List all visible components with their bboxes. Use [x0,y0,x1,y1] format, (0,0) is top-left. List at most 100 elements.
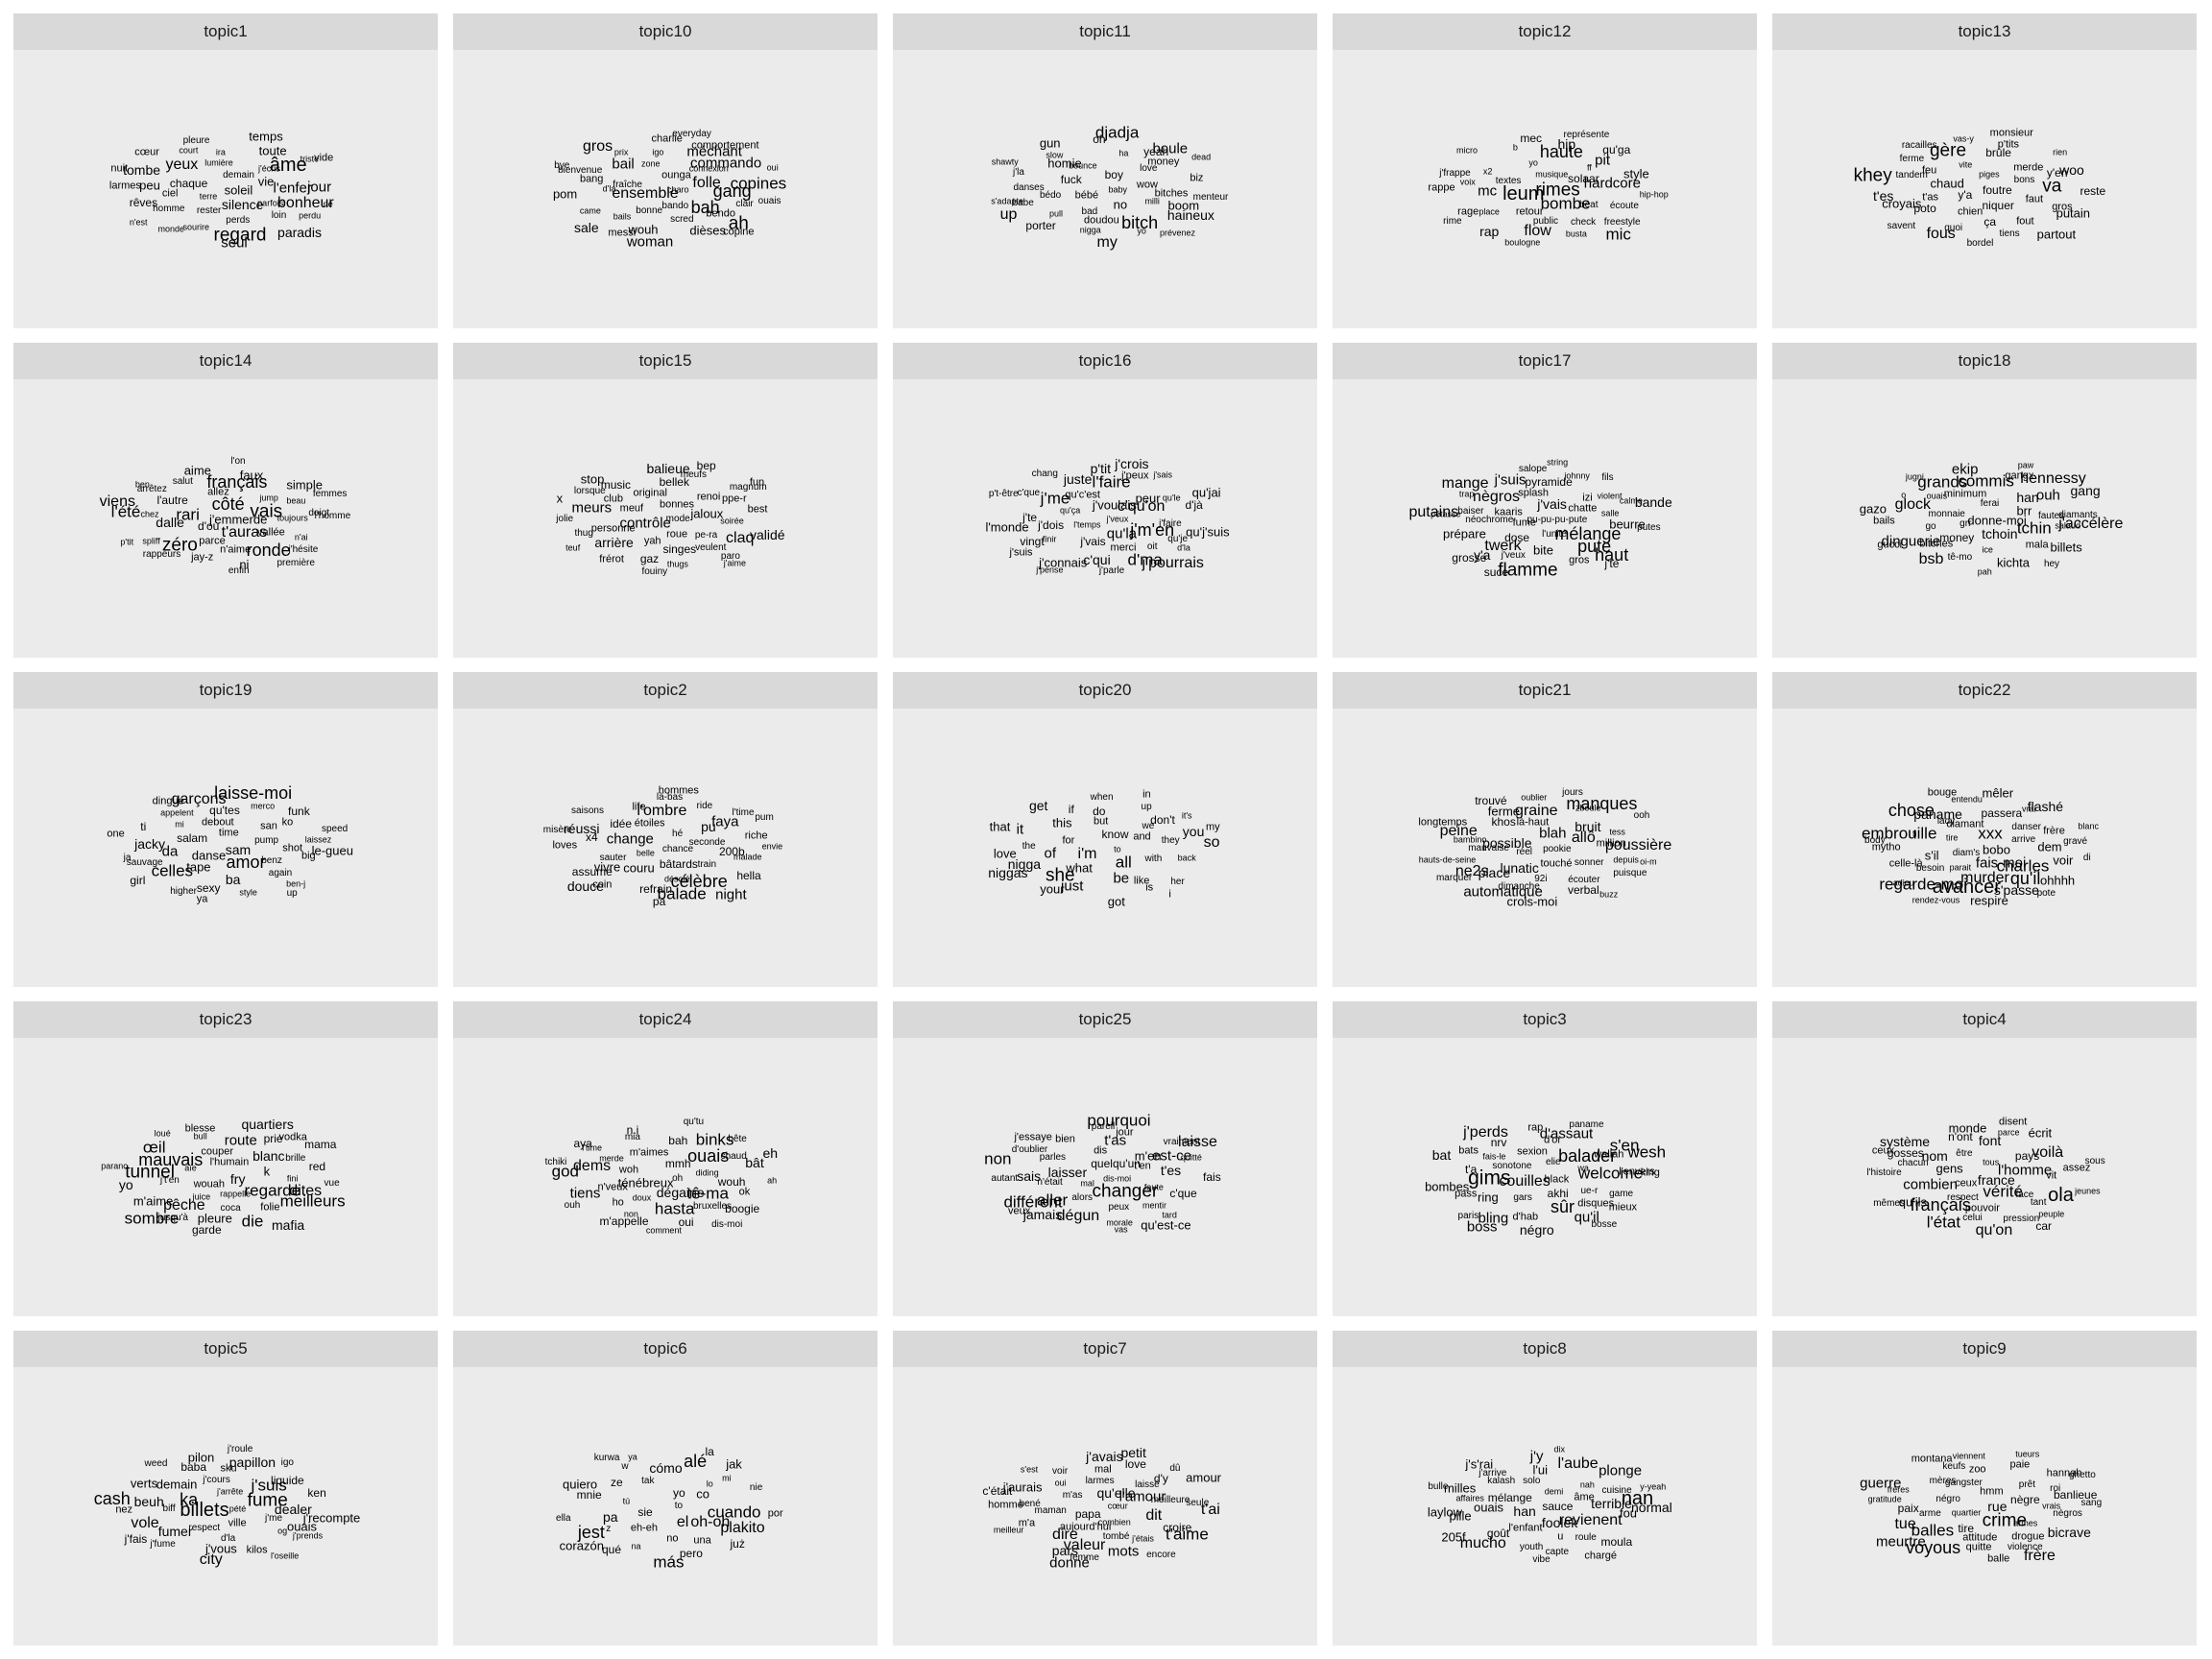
word-label: danse [191,848,227,863]
facet-panel: topic7 cœur papa qu'elle combien m'as l'amour a… [893,1331,1317,1646]
word-label: t'as [1922,191,1938,204]
word-label: hommes [658,784,699,797]
word-label: hannah [2046,1467,2082,1479]
word-label: l'amour [1118,1488,1166,1505]
facet-title: topic18 [1772,343,2197,379]
word-label: j'te [1604,557,1620,570]
word-label: baba [180,1459,207,1474]
word-label: appelent [160,807,194,818]
word-label: parait [1949,862,1972,873]
word-label: fun [749,476,765,489]
word-label: j's'rai [1465,1456,1494,1471]
word-label: that [989,819,1011,834]
word-label: funk [288,804,310,818]
word-label: bruxelles [692,1200,733,1212]
word-label: city [199,1551,223,1569]
word-label: million [1596,837,1626,849]
word-label: couper [201,1145,234,1157]
word-label: ferme [1899,153,1925,164]
word-label: it's [1181,810,1192,821]
word-label: ja [123,853,132,864]
word-label: armes [2013,1518,2038,1528]
word-label: boy [1104,168,1123,182]
word-label: chacun [1897,1157,1929,1168]
word-label: l'faire [1092,472,1131,492]
word-label: tard [1162,1210,1177,1220]
word-label: validé [750,527,785,543]
word-label: aller [1037,1190,1069,1210]
word-label: dégaine [656,1185,705,1201]
word-label: l'homme [1997,1162,2053,1178]
word-label: rime [1443,215,1462,227]
word-label: pookie [1543,844,1572,854]
word-label: be [1113,870,1130,887]
word-label: veux [1007,1205,1031,1217]
word-label: fautes [2037,510,2065,521]
word-label: bombes [1425,1179,1470,1194]
word-label: l'on [230,456,246,468]
word-label: bouge [1927,786,1958,799]
facet-panel: topic3 black couilles elie akhi sonotone wa gar… [1333,1001,1757,1316]
word-label: ouais [687,1146,730,1166]
wordcloud-area: cœur papa qu'elle combien m'as l'amour aujourd… [893,1367,1317,1646]
word-label: bendo [706,207,735,220]
word-label: check [1571,217,1597,228]
word-label: her [1170,877,1185,888]
word-label: refrain [639,882,673,896]
word-label: écoute [1609,201,1639,212]
word-label: mieux [1608,1201,1638,1214]
word-label: twerk [1484,538,1522,555]
word-label: gens [1936,1161,1963,1176]
word-label: putain [2056,205,2091,221]
word-label: prépare [1442,526,1486,541]
word-label: bull [193,1131,207,1142]
word-label: big [301,850,316,862]
word-label: p't-être [988,488,1019,499]
word-label: silence [221,196,264,212]
word-label: d'oublier [1011,1143,1048,1155]
word-label: yeah [1143,145,1169,159]
word-label: eh-eh [630,1522,658,1534]
word-label: b [1512,142,1518,153]
word-label: to [1114,844,1121,854]
word-label: danser [2011,821,2041,832]
word-label: manques [1566,794,1638,814]
word-label: lo [706,1479,713,1489]
word-label: laylow [1427,1504,1462,1520]
word-label: grr [1960,518,1972,530]
word-label: cash [93,1489,131,1508]
word-label: t'ai [1200,1502,1220,1519]
word-label: homie [1047,156,1082,171]
word-label: más [653,1552,685,1572]
word-label: keufs [1942,1460,1966,1472]
word-label: j'recompte [302,1510,361,1526]
word-label: binks [695,1130,734,1149]
word-label: loin [271,209,287,221]
word-label: violent [1597,491,1623,501]
word-label: perdu [299,210,322,221]
wordcloud-area: black couilles elie akhi sonotone wa gars sexio… [1333,1038,1757,1316]
word-label: rendez-vous [1911,895,1960,905]
word-label: j'fume [150,1538,176,1550]
word-label: riche [744,830,768,842]
word-label: p'tit [1090,461,1111,477]
word-label: couilles [1499,1172,1551,1190]
word-label: paris [1457,1210,1479,1221]
facet-panel: topic20 to i'm know all for and what but with of we… [893,672,1317,987]
word-label: vibe [1532,1553,1551,1565]
word-label: textes [1495,175,1522,186]
word-label: loué [154,1128,171,1139]
word-label: l'homme [314,511,351,522]
word-label: dû [1169,1462,1181,1474]
word-label: folle [692,175,721,192]
facet-panel: topic19 sam danse time amor salam pump tape debo… [13,672,438,987]
word-label: i'm [1077,846,1097,863]
word-label: non [984,1149,1012,1168]
word-label: charlie [651,132,683,145]
word-label: aujourd'hui [1059,1521,1112,1533]
word-label: c'qui [1083,551,1111,567]
word-label: yo [672,1485,685,1500]
word-label: foolek [1541,1514,1578,1530]
word-label: j'suis [1009,546,1033,559]
word-label: bats [1458,1144,1479,1157]
